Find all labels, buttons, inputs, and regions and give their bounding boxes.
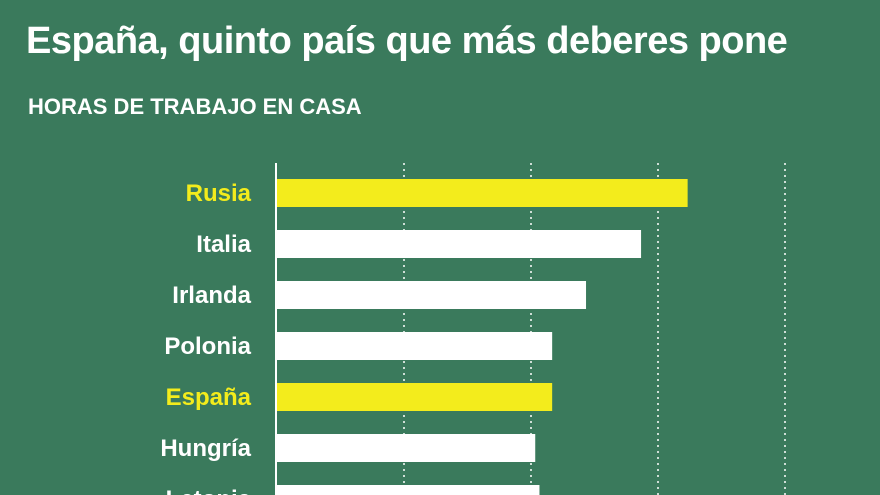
- category-label: Letonia: [166, 486, 252, 495]
- bar-irlanda: [277, 281, 587, 309]
- category-label: Hungría: [160, 435, 251, 462]
- category-label: Polonia: [164, 333, 251, 360]
- bar-rusia: [277, 179, 688, 207]
- chart-title: España, quinto país que más deberes pone: [26, 20, 788, 62]
- bar-españa: [277, 383, 553, 411]
- category-label: España: [166, 384, 252, 411]
- bar-polonia: [277, 332, 553, 360]
- category-label: Italia: [196, 231, 251, 258]
- bar-letonia: [277, 485, 540, 495]
- chart-subtitle: HORAS DE TRABAJO EN CASA: [28, 94, 362, 119]
- bar-hungría: [277, 434, 536, 462]
- bar-italia: [277, 230, 642, 258]
- category-label: Irlanda: [172, 282, 251, 309]
- category-label: Rusia: [186, 180, 252, 207]
